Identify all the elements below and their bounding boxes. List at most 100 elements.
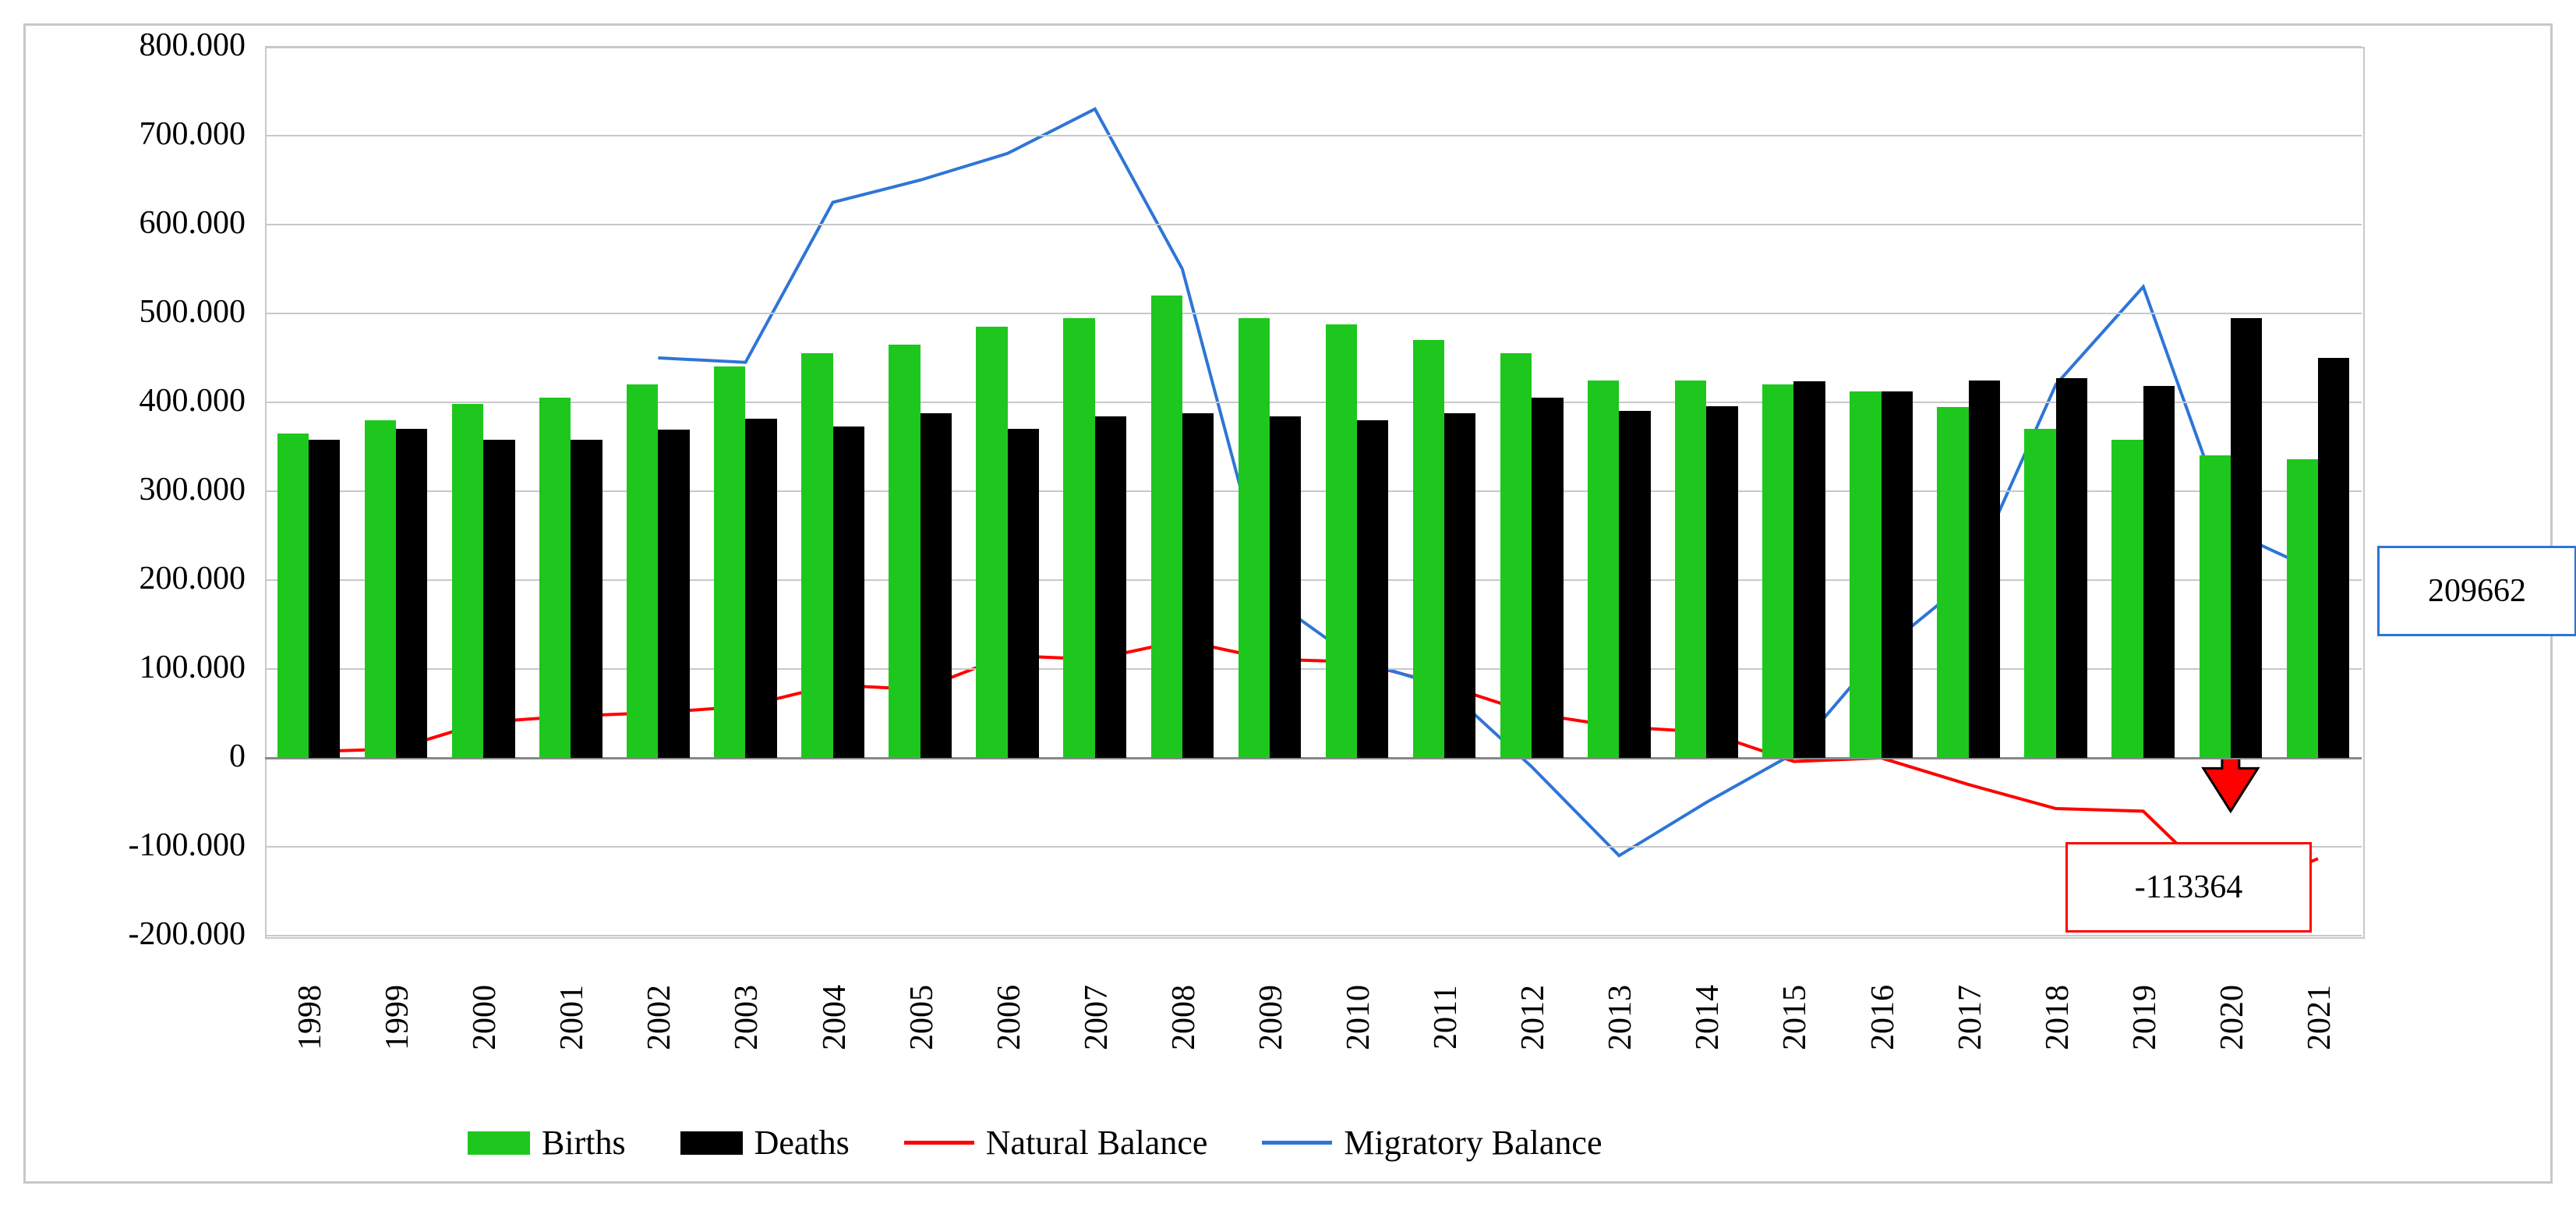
y-axis-tick-label: 400.000 <box>0 382 246 419</box>
bar-deaths <box>1706 406 1737 758</box>
gridline <box>265 935 2362 936</box>
bar-births <box>2287 459 2318 758</box>
bar-deaths <box>2143 386 2175 758</box>
bar-deaths <box>1008 429 1039 758</box>
bar-deaths <box>571 440 602 758</box>
x-axis-tick-label: 2006 <box>991 951 1028 1084</box>
x-axis-tick-label: 1998 <box>292 951 329 1084</box>
bar-births <box>1151 296 1182 758</box>
bar-births <box>452 404 483 758</box>
bar-births <box>2200 455 2231 758</box>
callout-label: 209662 <box>2377 546 2576 636</box>
legend-label: Births <box>542 1123 626 1163</box>
bar-births <box>1063 318 1094 758</box>
x-axis-tick-label: 2008 <box>1165 951 1203 1084</box>
legend-item: Migratory Balance <box>1262 1123 1602 1163</box>
y-axis-tick-label: 300.000 <box>0 471 246 508</box>
bar-births <box>889 345 920 758</box>
bar-deaths <box>1444 413 1475 758</box>
x-axis-tick-label: 2015 <box>1776 951 1814 1084</box>
bar-deaths <box>1882 391 1913 758</box>
bar-births <box>1850 391 1881 758</box>
bar-births <box>1762 384 1793 758</box>
bar-births <box>1588 381 1619 759</box>
bar-births <box>277 434 309 758</box>
x-axis-tick-label: 2000 <box>466 951 504 1084</box>
callout-label: -113364 <box>2065 842 2312 933</box>
bar-deaths <box>745 419 776 758</box>
x-axis-tick-label: 2012 <box>1514 951 1552 1084</box>
bar-births <box>539 398 571 758</box>
x-axis-tick-label: 2003 <box>728 951 765 1084</box>
x-axis-tick-label: 2013 <box>1602 951 1639 1084</box>
x-axis-tick-label: 2007 <box>1078 951 1115 1084</box>
bar-deaths <box>1532 398 1563 758</box>
bar-births <box>801 353 832 758</box>
x-axis-tick-label: 2018 <box>2039 951 2076 1084</box>
chart-root: Births Deaths Natural Balance Migratory Bal… <box>0 0 2576 1207</box>
bar-births <box>1413 340 1444 758</box>
legend-swatch-bar <box>468 1131 530 1155</box>
y-axis-tick-label: 200.000 <box>0 560 246 597</box>
bar-deaths <box>1969 381 2000 759</box>
y-axis-tick-label: 0 <box>0 738 246 775</box>
bar-births <box>2111 440 2143 758</box>
x-axis-tick-label: 2009 <box>1253 951 1290 1084</box>
legend-label: Migratory Balance <box>1344 1123 1602 1163</box>
y-axis-tick-label: 500.000 <box>0 293 246 331</box>
bar-births <box>714 366 745 758</box>
line-natural-balance <box>309 641 2318 896</box>
y-axis-tick-label: -100.000 <box>0 826 246 864</box>
y-axis-tick-label: 600.000 <box>0 204 246 242</box>
x-axis-tick-label: 2016 <box>1864 951 1902 1084</box>
bar-deaths <box>1793 381 1825 758</box>
gridline <box>265 224 2362 225</box>
legend-item: Natural Balance <box>904 1123 1208 1163</box>
bar-deaths <box>1270 416 1301 758</box>
y-axis-tick-label: -200.000 <box>0 915 246 953</box>
x-axis-tick-label: 2014 <box>1689 951 1726 1084</box>
bar-deaths <box>1357 420 1388 758</box>
x-axis-tick-label: 2020 <box>2214 951 2251 1084</box>
legend-item: Deaths <box>680 1123 850 1163</box>
x-axis-tick-label: 2010 <box>1340 951 1377 1084</box>
x-axis-tick-label: 2001 <box>553 951 591 1084</box>
legend-swatch-line <box>904 1141 974 1145</box>
bar-deaths <box>1095 416 1126 758</box>
bar-deaths <box>396 429 427 758</box>
bar-deaths <box>483 440 514 758</box>
x-axis-tick-label: 2021 <box>2301 951 2338 1084</box>
y-axis-tick-label: 800.000 <box>0 27 246 64</box>
bar-births <box>976 327 1007 758</box>
bar-deaths <box>2056 378 2087 758</box>
bar-births <box>1239 318 1270 758</box>
x-axis-tick-label: 2004 <box>816 951 853 1084</box>
bar-births <box>1326 324 1357 758</box>
gridline <box>265 135 2362 136</box>
bar-deaths <box>833 427 864 758</box>
gridline <box>265 313 2362 314</box>
bar-births <box>627 384 658 758</box>
bar-births <box>1675 381 1706 759</box>
bar-deaths <box>2231 318 2262 758</box>
bar-deaths <box>1182 413 1214 758</box>
legend-item: Births <box>468 1123 626 1163</box>
x-axis-tick-label: 1999 <box>379 951 416 1084</box>
x-axis-tick-label: 2011 <box>1427 951 1465 1084</box>
x-axis-tick-label: 2017 <box>1952 951 1989 1084</box>
bar-deaths <box>2318 358 2349 758</box>
x-axis-tick-label: 2019 <box>2126 951 2164 1084</box>
bar-births <box>2024 429 2055 758</box>
y-axis-tick-label: 100.000 <box>0 649 246 686</box>
gridline <box>265 846 2362 848</box>
bar-deaths <box>658 430 689 758</box>
bar-deaths <box>1619 411 1650 758</box>
y-axis-tick-label: 700.000 <box>0 115 246 153</box>
bar-deaths <box>921 413 952 758</box>
x-axis-tick-label: 2005 <box>903 951 941 1084</box>
gridline <box>265 402 2362 403</box>
bar-births <box>365 420 396 758</box>
legend-label: Deaths <box>754 1123 850 1163</box>
legend-swatch-bar <box>680 1131 743 1155</box>
bar-births <box>1500 353 1532 758</box>
